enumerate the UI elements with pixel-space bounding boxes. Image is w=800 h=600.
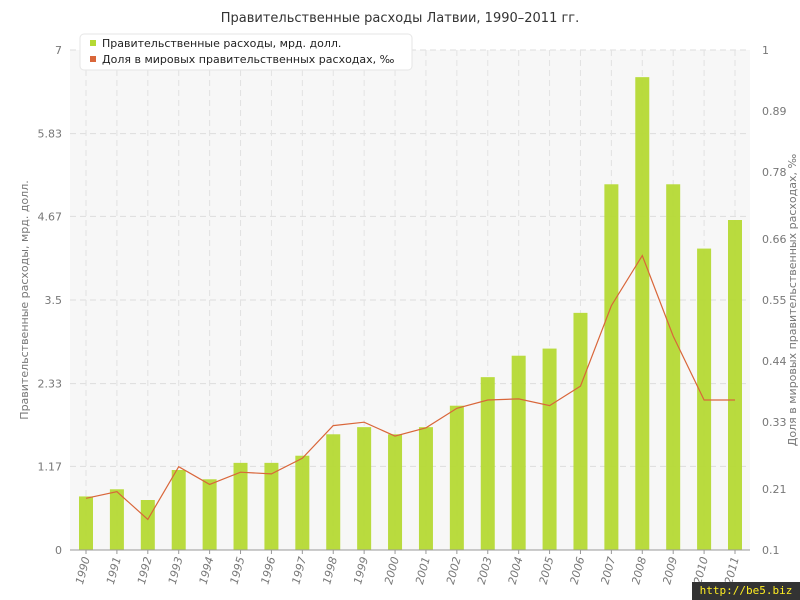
bar[interactable] <box>264 462 279 550</box>
bar[interactable] <box>635 77 650 551</box>
left-tick-label: 1.17 <box>38 460 63 473</box>
grid <box>70 49 750 550</box>
x-tick-label: 1995 <box>228 555 248 585</box>
bar[interactable] <box>511 355 526 550</box>
bar[interactable] <box>357 427 372 550</box>
x-tick-label: 2007 <box>598 555 618 585</box>
bar[interactable] <box>233 462 248 550</box>
bar[interactable] <box>79 496 93 550</box>
right-tick-label: 0.66 <box>762 233 787 246</box>
right-tick-label: 0.89 <box>762 105 787 118</box>
left-tick-label: 4.67 <box>38 210 63 223</box>
left-tick-label: 3.5 <box>45 294 63 307</box>
right-tick-label: 1 <box>762 44 769 57</box>
right-tick-label: 0.55 <box>762 294 787 307</box>
x-tick-label: 2009 <box>660 555 680 585</box>
left-axis-ticks: 0 1.17 2.33 3.5 4.67 5.83 7 <box>38 44 63 557</box>
x-axis-ticks: 1990 1991 1992 1993 1994 1995 1996 1997 1998 1999… <box>73 550 742 586</box>
legend[interactable]: Правительственные расходы, мрд. долл. До… <box>79 33 413 71</box>
bar[interactable] <box>388 434 403 550</box>
x-tick-label: 2006 <box>568 555 588 585</box>
legend-label-share: Доля в мировых правительственных расхода… <box>102 53 395 66</box>
legend-label-expenditure: Правительственные расходы, мрд. долл. <box>102 37 341 50</box>
x-tick-label: 2002 <box>444 555 464 585</box>
legend-swatch-share <box>90 56 96 62</box>
left-tick-label: 0 <box>55 544 62 557</box>
x-tick-label: 1996 <box>259 555 279 585</box>
x-tick-label: 1998 <box>320 555 340 585</box>
right-tick-label: 0.1 <box>762 544 780 557</box>
bar[interactable] <box>480 377 495 550</box>
right-axis-ticks: 0.1 0.21 0.33 0.44 0.55 0.66 0.78 0.89 1 <box>762 44 787 557</box>
y-axis-left-label: Правительственные расходы, мрд. долл. <box>18 180 31 419</box>
legend-box <box>79 33 413 71</box>
right-tick-label: 0.78 <box>762 166 787 179</box>
right-tick-label: 0.21 <box>762 483 787 496</box>
x-tick-label: 2005 <box>537 555 557 585</box>
legend-swatch-expenditure <box>90 40 96 46</box>
bar[interactable] <box>418 427 433 550</box>
x-tick-label: 1992 <box>135 555 155 585</box>
x-tick-label: 2008 <box>629 555 649 585</box>
bar[interactable] <box>449 405 464 550</box>
x-tick-label: 1990 <box>73 555 93 585</box>
x-tick-label: 2003 <box>475 555 495 585</box>
watermark[interactable]: http://be5.biz <box>692 582 800 600</box>
y-axis-right-label: Доля в мировых правительственных расхода… <box>786 154 799 447</box>
bar[interactable] <box>326 434 341 550</box>
bar[interactable] <box>202 479 217 550</box>
x-tick-label: 2001 <box>413 555 433 585</box>
left-tick-label: 2.33 <box>38 378 63 391</box>
bar[interactable] <box>728 220 742 550</box>
bar[interactable] <box>604 184 619 551</box>
bar[interactable] <box>140 500 155 550</box>
x-tick-label: 1999 <box>351 555 371 585</box>
bar[interactable] <box>542 348 557 550</box>
left-tick-label: 5.83 <box>38 128 63 141</box>
bar[interactable] <box>573 312 588 550</box>
bar[interactable] <box>171 470 186 550</box>
chart-title: Правительственные расходы Латвии, 1990–2… <box>221 11 580 26</box>
right-tick-label: 0.33 <box>762 416 787 429</box>
line-series <box>85 254 735 521</box>
bar-series <box>79 77 742 551</box>
x-tick-label: 2004 <box>506 555 526 585</box>
bar[interactable] <box>295 455 310 550</box>
bar[interactable] <box>109 489 124 550</box>
x-tick-label: 1993 <box>166 555 186 585</box>
x-tick-label: 1997 <box>289 555 309 585</box>
bar[interactable] <box>666 184 681 551</box>
x-tick-label: 1991 <box>104 555 124 585</box>
x-tick-label: 2000 <box>382 555 402 585</box>
x-tick-label: 1994 <box>197 555 217 585</box>
right-tick-label: 0.44 <box>762 355 787 368</box>
left-tick-label: 7 <box>55 44 62 57</box>
